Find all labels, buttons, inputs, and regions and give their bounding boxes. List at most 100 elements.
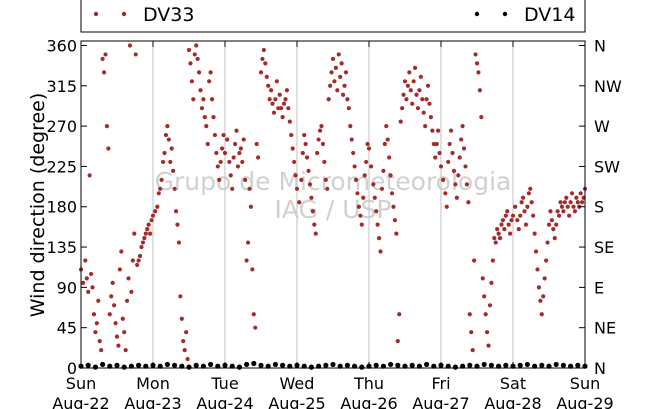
point-dv33: [492, 235, 497, 241]
point-dv33: [329, 70, 334, 75]
point-dv33: [84, 276, 89, 281]
point-dv33: [411, 79, 416, 84]
point-dv33: [225, 137, 230, 142]
point-dv33: [549, 218, 554, 223]
point-dv33: [493, 240, 498, 245]
point-dv33: [220, 146, 225, 151]
point-dv33: [522, 209, 527, 214]
point-dv33: [328, 83, 333, 88]
point-dv14: [193, 362, 199, 368]
x-tick-label-day: Thu: [353, 374, 384, 393]
point-dv33: [463, 164, 468, 169]
plot-frame: [80, 40, 586, 369]
point-dv33: [114, 334, 120, 339]
point-dv33: [100, 56, 105, 62]
point-dv33: [503, 213, 508, 218]
point-dv33: [353, 177, 359, 182]
point-dv33: [207, 79, 212, 84]
point-dv33: [112, 303, 117, 308]
point-dv33: [394, 231, 399, 236]
point-dv33: [421, 110, 426, 115]
point-dv33: [153, 209, 158, 214]
point-dv33: [184, 330, 189, 335]
point-dv33: [196, 70, 202, 75]
point-dv33: [506, 222, 511, 227]
point-dv33: [201, 97, 206, 102]
point-dv14: [488, 362, 494, 368]
point-dv33: [221, 132, 226, 138]
point-dv33: [303, 141, 308, 147]
point-dv33: [441, 177, 446, 182]
point-dv33: [86, 289, 91, 294]
point-dv33: [384, 124, 389, 129]
point-dv33: [528, 186, 533, 191]
point-dv14: [164, 361, 170, 368]
point-dv33: [145, 227, 150, 232]
point-dv33: [110, 280, 115, 285]
point-dv33: [457, 155, 462, 160]
point-dv33: [352, 164, 357, 169]
point-dv33: [565, 204, 570, 209]
point-dv33: [209, 97, 215, 102]
point-dv33: [567, 213, 572, 218]
x-tick-label-day: Sat: [500, 374, 526, 393]
point-dv33: [228, 173, 233, 178]
point-dv33: [124, 298, 130, 303]
point-dv33: [351, 150, 356, 156]
y-tick-label: 45: [57, 319, 77, 338]
point-dv33: [538, 298, 543, 303]
point-dv33: [502, 227, 507, 232]
y2-tick-label: NW: [594, 77, 622, 96]
point-dv33: [333, 65, 338, 70]
point-dv33: [525, 204, 530, 209]
point-dv33: [175, 222, 180, 227]
point-dv33: [433, 155, 438, 160]
point-dv33: [81, 280, 86, 285]
x-tick-label-day: Wed: [280, 374, 315, 393]
point-dv33: [243, 177, 248, 182]
point-dv33: [195, 56, 200, 62]
point-dv14: [92, 364, 98, 370]
point-dv33: [356, 204, 362, 209]
point-dv33: [149, 218, 154, 223]
point-dv33: [430, 128, 435, 133]
point-dv33: [260, 56, 265, 62]
point-dv33: [235, 164, 241, 169]
point-dv14: [100, 361, 106, 368]
point-dv33: [450, 150, 455, 156]
point-dv33: [490, 258, 495, 263]
point-dv33: [562, 200, 567, 205]
point-dv33: [166, 137, 171, 142]
point-dv33: [575, 200, 580, 205]
point-dv33: [279, 106, 284, 111]
x-tick-label-date: Aug-22: [52, 394, 109, 409]
point-dv33: [109, 294, 114, 299]
point-dv33: [116, 343, 121, 348]
point-dv33: [580, 200, 585, 205]
point-dv33: [424, 97, 429, 102]
point-dv33: [212, 132, 218, 138]
point-dv33: [414, 92, 419, 97]
point-dv33: [240, 159, 245, 165]
point-dv33: [497, 235, 503, 241]
point-dv14: [114, 362, 120, 368]
point-dv33: [103, 52, 108, 57]
point-dv14: [136, 362, 142, 368]
legend-box: [80, 0, 586, 33]
point-dv33: [438, 164, 444, 169]
point-dv14: [481, 361, 487, 368]
point-dv14: [452, 364, 458, 370]
point-dv33: [140, 240, 146, 245]
point-dv33: [202, 115, 207, 120]
point-dv33: [447, 141, 452, 147]
point-dv14: [236, 364, 242, 370]
point-dv33: [474, 61, 480, 66]
point-dv33: [500, 218, 506, 223]
y-tick-label: 270: [46, 117, 77, 136]
point-dv33: [561, 209, 566, 214]
point-dv33: [163, 132, 169, 138]
point-dv33: [120, 316, 125, 321]
point-dv33: [300, 150, 305, 156]
point-dv33: [378, 249, 383, 254]
point-dv14: [258, 362, 264, 368]
